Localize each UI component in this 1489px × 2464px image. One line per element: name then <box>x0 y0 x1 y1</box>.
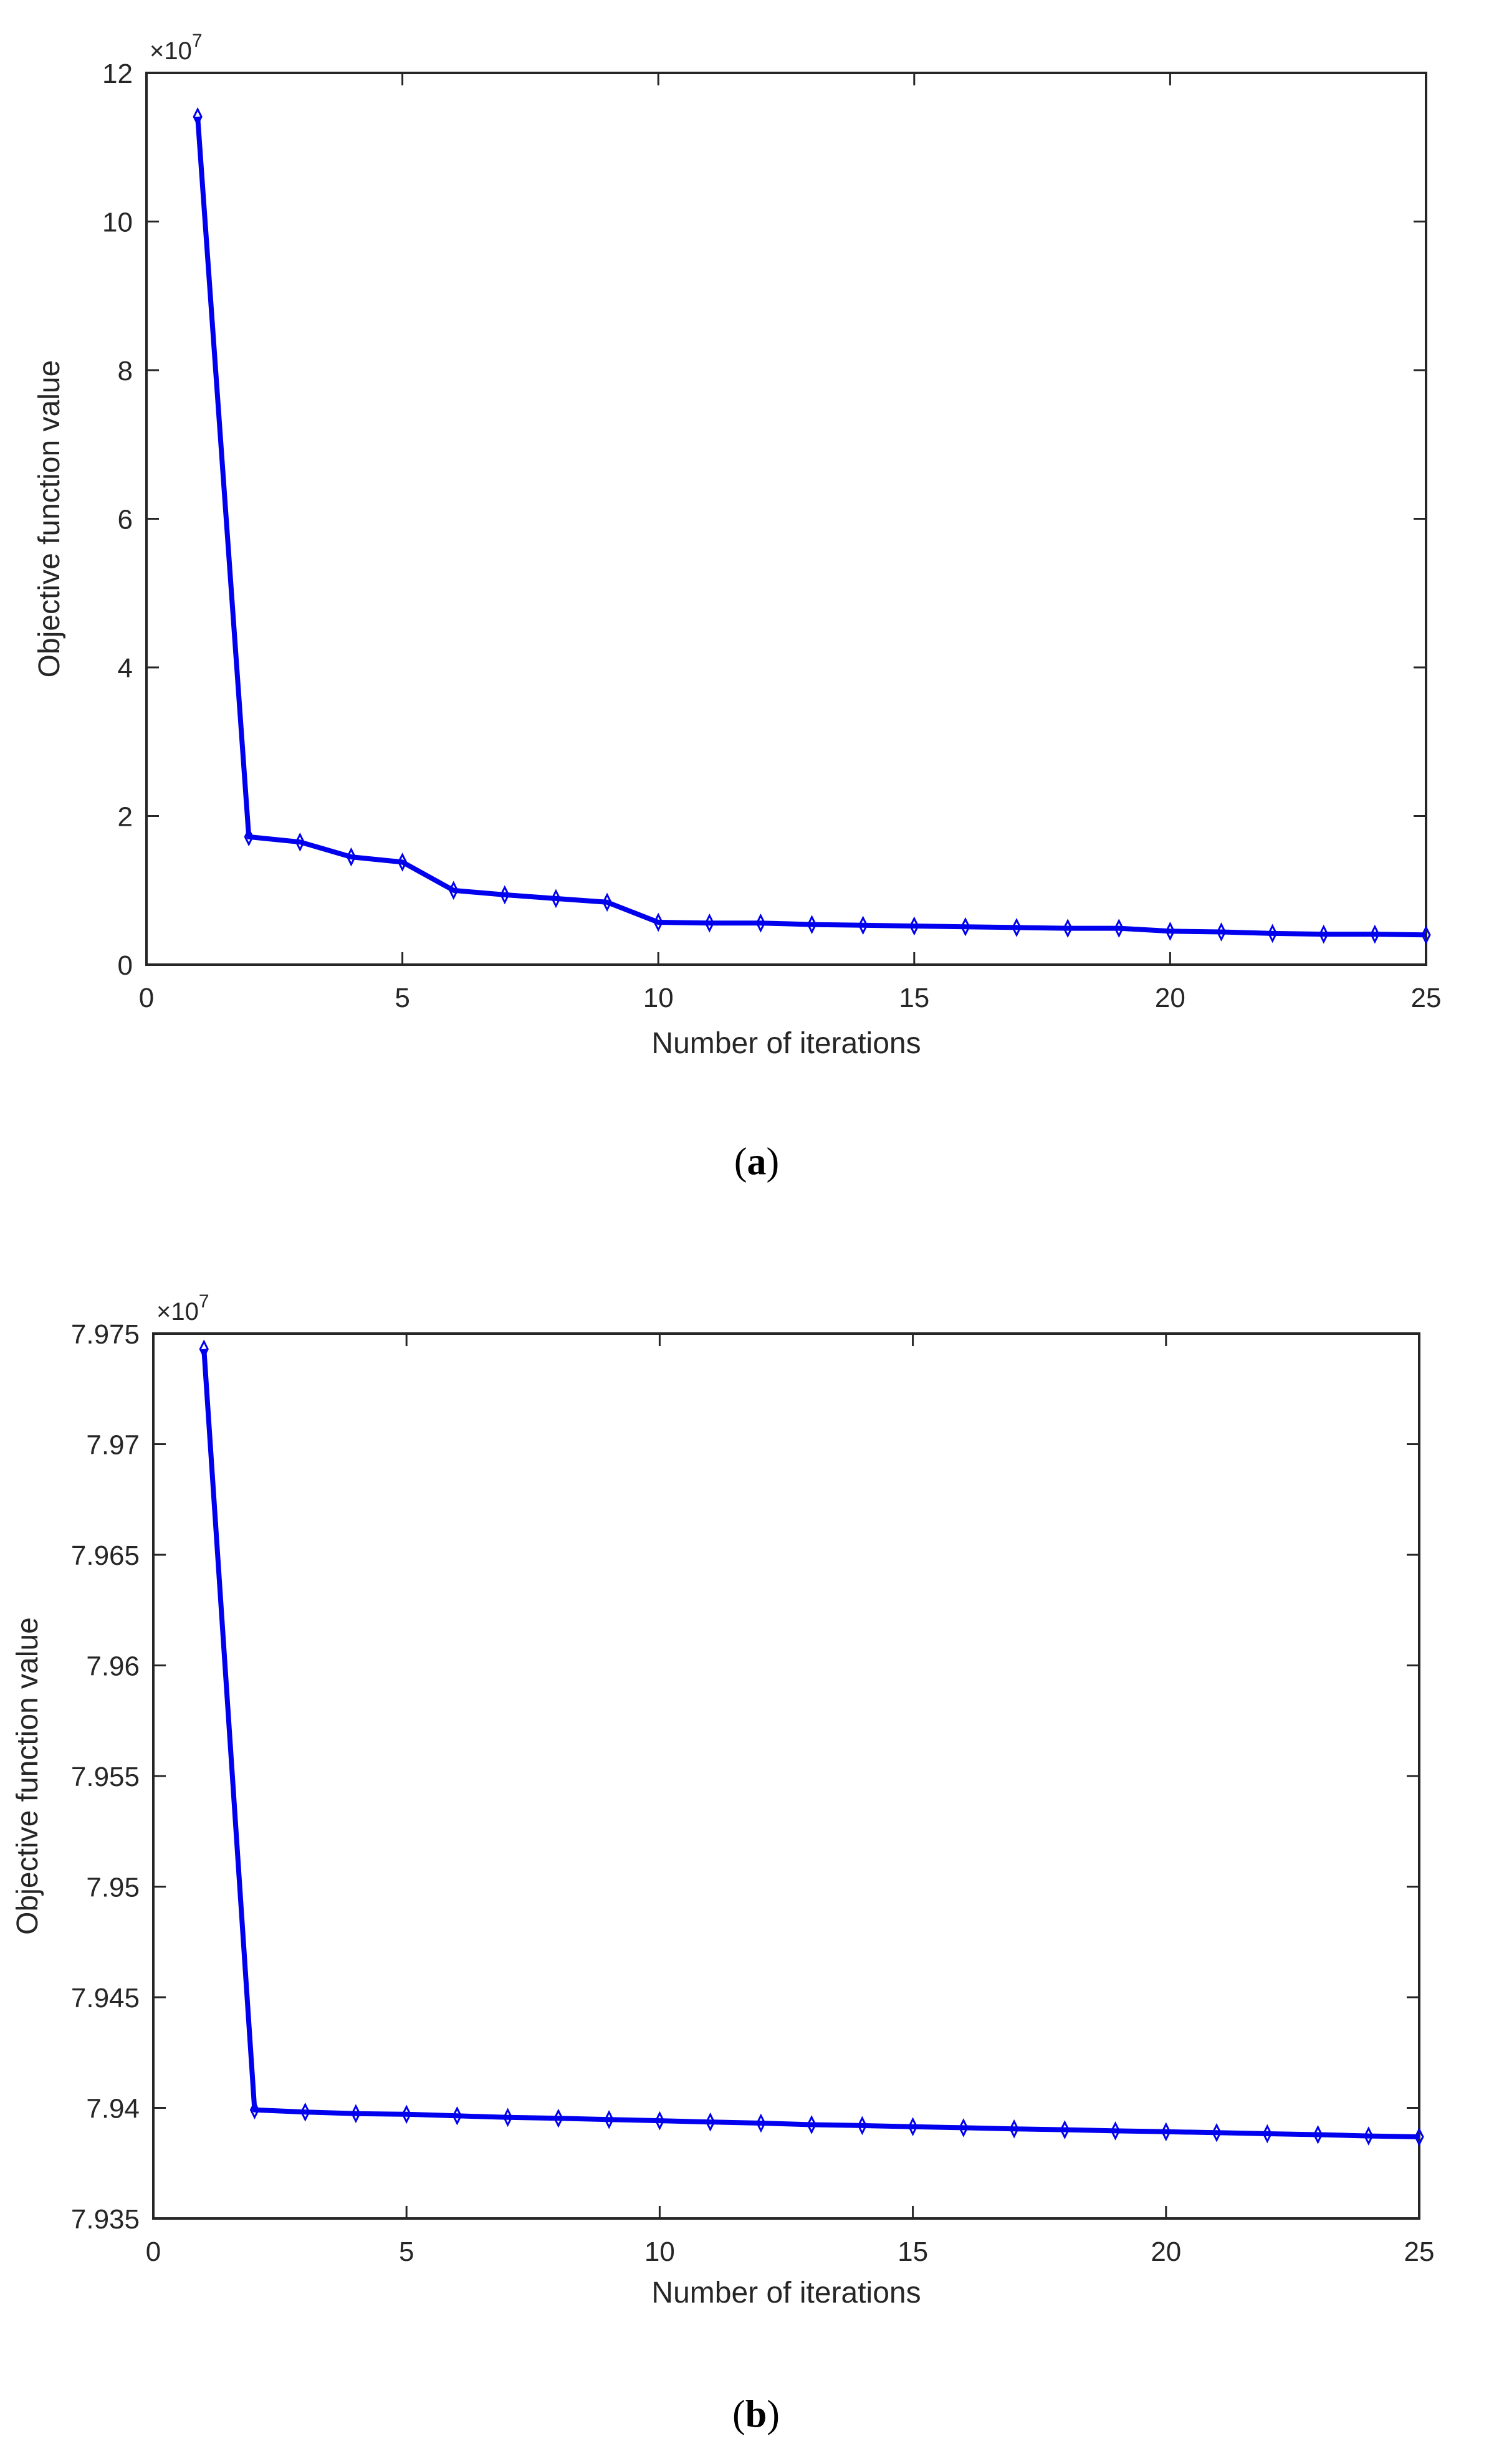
data-point-marker <box>1262 2124 1272 2144</box>
data-point-marker <box>1009 2119 1019 2139</box>
y-tick-label: 0 <box>118 950 133 981</box>
data-point-marker <box>1110 2121 1121 2141</box>
data-series-line <box>195 117 1427 938</box>
y-tick-label: 10 <box>102 208 133 238</box>
data-point-marker <box>858 915 868 935</box>
data-point-marker <box>193 107 203 127</box>
data-point-marker <box>295 832 305 852</box>
data-point-marker <box>199 1339 209 1359</box>
y-axis-title: Objective function value <box>11 1617 44 1935</box>
data-point-marker <box>1212 2123 1222 2142</box>
data-point-marker <box>1364 2126 1374 2146</box>
x-tick-label: 20 <box>1151 2237 1181 2267</box>
x-axis-title: Number of iterations <box>651 2276 921 2309</box>
data-point-marker <box>807 2115 816 2134</box>
y-tick-label: 7.945 <box>71 1983 140 2013</box>
y-tick-label: 7.965 <box>71 1540 140 1571</box>
y-tick-label: 2 <box>118 802 133 833</box>
caption-a: (a) <box>734 1140 780 1183</box>
x-axis-title: Number of iterations <box>651 1027 921 1060</box>
y-tick-label: 7.97 <box>86 1430 140 1461</box>
x-tick-label: 10 <box>643 983 674 1013</box>
data-point-marker <box>244 827 254 847</box>
x-tick-label: 0 <box>146 2237 161 2267</box>
x-tick-label: 0 <box>139 983 154 1013</box>
chart-panel-b: 0 5 10 15 20 25 7.935 7.94 7.945 7.95 7.955 7.96 7.9… <box>11 1291 1434 2309</box>
chart-panel-a: 0 5 10 15 20 25 0 2 4 6 8 10 12 ×107 Number of iterati… <box>33 31 1441 1060</box>
data-point-marker <box>401 2104 411 2124</box>
data-point-marker <box>756 2113 766 2133</box>
data-point-marker <box>500 885 510 905</box>
data-point-marker <box>1319 924 1329 944</box>
x-tick-label: 5 <box>395 983 409 1013</box>
data-point-marker <box>1165 921 1175 941</box>
y-tick-label: 6 <box>118 505 133 535</box>
data-point-marker <box>397 852 408 872</box>
y-tick-label: 4 <box>118 653 133 684</box>
data-point-marker <box>1267 924 1278 943</box>
y-tick-label: 7.935 <box>71 2204 140 2235</box>
data-point-marker <box>1063 919 1073 938</box>
data-point-marker <box>857 2116 868 2136</box>
data-point-marker <box>960 917 970 937</box>
y-tick-label: 7.95 <box>86 1873 140 1903</box>
data-point-marker <box>959 2118 969 2137</box>
data-point-marker <box>602 892 612 912</box>
x-tick-label: 25 <box>1411 983 1442 1013</box>
y-tick-label: 12 <box>102 59 133 89</box>
y-tick-label: 7.94 <box>86 2094 140 2124</box>
data-point-marker <box>1012 918 1022 937</box>
x-tick-label: 10 <box>644 2237 675 2267</box>
data-point-marker <box>1060 2120 1070 2140</box>
data-point-marker <box>755 913 766 933</box>
caption-a-letter: a <box>747 1140 767 1183</box>
data-point-marker <box>653 912 663 932</box>
caption-b: (b) <box>732 2393 780 2436</box>
caption-b-letter: b <box>745 2393 767 2436</box>
data-point-marker <box>1313 2125 1323 2144</box>
x-tick-label: 15 <box>899 983 929 1013</box>
x-tick-label: 25 <box>1404 2237 1435 2267</box>
x-tick-label: 15 <box>898 2237 928 2267</box>
data-point-marker <box>705 2112 716 2132</box>
data-point-marker <box>1421 925 1431 945</box>
data-point-marker <box>807 915 817 934</box>
data-point-marker <box>1161 2122 1171 2142</box>
data-point-marker <box>346 847 357 867</box>
y-tick-label: 8 <box>118 356 133 386</box>
data-point-marker <box>553 2108 563 2128</box>
plot-area-frame <box>152 1332 1420 2220</box>
data-point-marker <box>1370 924 1380 944</box>
y-exponent-label: ×107 <box>150 31 203 65</box>
data-point-marker <box>654 2111 665 2131</box>
y-exponent-label: ×107 <box>156 1291 209 1325</box>
data-point-marker <box>1216 922 1227 942</box>
data-point-marker <box>449 881 459 900</box>
y-tick-label: 7.96 <box>86 1651 140 1682</box>
data-point-marker <box>604 2109 614 2129</box>
data-point-marker <box>907 2117 918 2137</box>
data-point-marker <box>351 2104 361 2124</box>
x-tick-label: 5 <box>399 2237 414 2267</box>
x-tick-label: 20 <box>1155 983 1185 1013</box>
data-point-marker <box>551 889 561 909</box>
data-point-marker <box>452 2106 462 2126</box>
data-point-marker <box>300 2102 310 2122</box>
data-series-line <box>201 1349 1420 2139</box>
data-point-marker <box>704 913 714 933</box>
y-tick-label: 7.955 <box>71 1762 140 1792</box>
data-point-marker <box>503 2108 513 2127</box>
plot-area-frame <box>145 72 1427 966</box>
data-point-marker <box>1414 2127 1424 2147</box>
data-point-marker <box>249 2100 260 2120</box>
y-tick-label: 7.975 <box>71 1319 140 1350</box>
y-axis-title: Objective function value <box>33 360 66 678</box>
data-point-marker <box>1114 919 1124 938</box>
data-point-marker <box>909 916 919 936</box>
